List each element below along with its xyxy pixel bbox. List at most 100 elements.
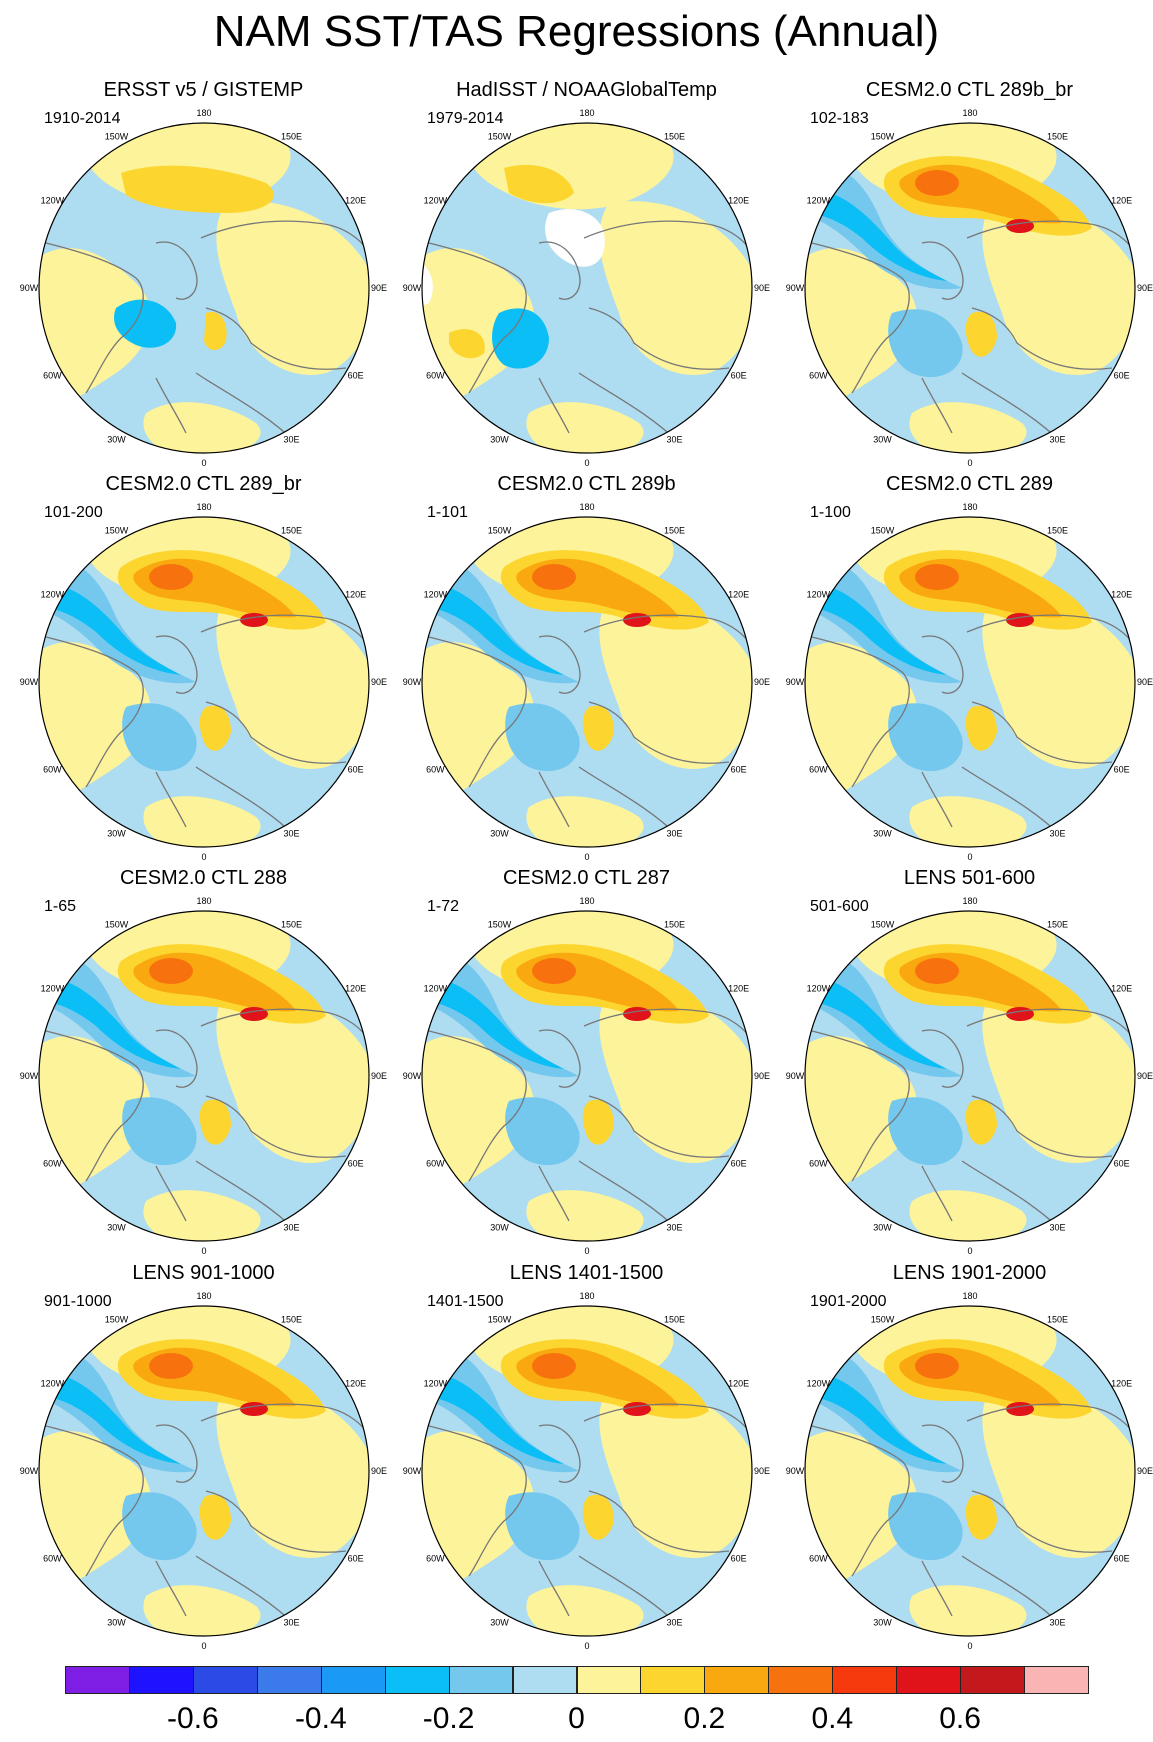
coastline — [588, 307, 730, 370]
coastline — [155, 1560, 187, 1617]
longitude-label: 90W — [403, 677, 422, 687]
field-region — [909, 1190, 1027, 1241]
panel-title: LENS 901-1000 — [132, 1262, 275, 1284]
panel-period: 102-183 — [810, 110, 869, 127]
field-region — [532, 564, 576, 590]
coastline — [155, 241, 198, 300]
field-region — [39, 978, 181, 1069]
coastline — [921, 377, 953, 434]
longitude-label: 60E — [1114, 371, 1130, 381]
field-region — [805, 584, 947, 675]
map-boundary — [38, 122, 370, 454]
field-region — [888, 703, 963, 772]
field-region — [965, 1099, 997, 1145]
map-panel: LENS 1901-2000 180 150E 120E 90E 60E 30E 0 30W 60… — [778, 1261, 1153, 1656]
coastline — [155, 771, 187, 828]
longitude-label: 0 — [584, 458, 589, 468]
longitude-label: 90E — [371, 1466, 387, 1476]
field-region — [422, 584, 564, 675]
field-region — [121, 165, 274, 213]
longitude-label: 0 — [201, 458, 206, 468]
field-region — [888, 309, 963, 378]
longitude-label: 180 — [196, 896, 211, 906]
field-region — [492, 308, 549, 369]
map-panel: CESM2.0 CTL 289b 180 150E 120E 90E 60E 30E 0 30W… — [395, 472, 778, 867]
field-region — [122, 703, 197, 772]
map-field — [39, 1306, 369, 1636]
map-boundary — [804, 1305, 1136, 1637]
coastline — [921, 635, 964, 694]
field-region — [39, 1373, 181, 1464]
longitude-label: 90W — [20, 1071, 39, 1081]
coastline — [155, 377, 187, 434]
field-region — [114, 299, 177, 348]
coastline — [45, 1425, 144, 1577]
panel-title: HadISST / NOAAGlobalTemp — [456, 79, 717, 101]
map-boundary — [38, 910, 370, 1242]
coastline — [538, 635, 581, 694]
longitude-label: 0 — [967, 852, 972, 862]
longitude-label: 150E — [281, 525, 302, 535]
coastline — [200, 1008, 369, 1047]
longitude-label: 90E — [1137, 283, 1153, 293]
panel-period: 1401-1500 — [427, 1293, 504, 1310]
coastlines — [428, 614, 752, 838]
longitude-label: 30E — [1049, 1223, 1065, 1233]
longitude-labels: 180 150E 120E 90E 60E 30E 0 30W 60W 90W 120W 150W — [20, 1291, 387, 1651]
field-region — [982, 1384, 1135, 1558]
longitude-label: 0 — [201, 852, 206, 862]
map-boundary — [38, 1305, 370, 1637]
field-region — [915, 170, 959, 196]
panel-period: 1-101 — [427, 504, 468, 521]
coastline — [971, 701, 1113, 764]
longitude-label: 120W — [807, 590, 831, 600]
map-field — [422, 517, 752, 847]
coastlines — [428, 1403, 752, 1627]
field-region — [582, 1494, 614, 1540]
longitude-label: 30E — [1049, 829, 1065, 839]
field-region — [526, 1190, 644, 1241]
colorbar-swatch — [512, 1666, 578, 1694]
longitude-labels: 180 150E 120E 90E 60E 30E 0 30W 60W 90W 120W 150W — [20, 108, 387, 468]
coastline — [966, 1403, 1135, 1442]
field-region — [965, 705, 997, 751]
colorbar-swatch — [384, 1666, 450, 1694]
coastline — [45, 1030, 144, 1182]
longitude-label: 90W — [403, 1071, 422, 1081]
field-region — [532, 958, 576, 984]
longitude-label: 30E — [666, 1618, 682, 1628]
panel-title: CESM2.0 CTL 289 — [885, 473, 1054, 495]
longitude-label: 90W — [20, 677, 39, 687]
coastline — [588, 701, 730, 764]
field-region — [143, 1190, 261, 1241]
field-region — [982, 201, 1135, 375]
longitude-label: 0 — [967, 1641, 972, 1651]
longitude-label: 0 — [584, 1641, 589, 1651]
field-region — [909, 402, 1027, 453]
longitude-label: 30E — [283, 1223, 299, 1233]
longitude-label: 60W — [809, 1554, 828, 1564]
longitude-label: 60W — [43, 1159, 62, 1169]
panel-title: CESM2.0 CTL 289b — [497, 473, 676, 495]
map-field — [422, 1306, 752, 1636]
field-region — [805, 190, 947, 281]
field-region — [915, 1353, 959, 1379]
coastline — [921, 771, 953, 828]
longitude-label: 30W — [873, 1618, 892, 1628]
coastline — [971, 307, 1113, 370]
longitude-labels: 180 150E 120E 90E 60E 30E 0 30W 60W 90W 120W 150W — [786, 502, 1153, 862]
longitude-label: 150E — [281, 919, 302, 929]
coastline — [583, 614, 752, 653]
polar-map: 180 150E 120E 90E 60E 30E 0 30W 60W 90W 120W 150W — [403, 1291, 770, 1651]
coastline — [538, 241, 581, 300]
polar-map: 180 150E 120E 90E 60E 30E 0 30W 60W 90W 120W 150W — [20, 502, 387, 862]
longitude-label: 90W — [786, 1071, 805, 1081]
longitude-label: 180 — [196, 108, 211, 118]
field-region — [199, 705, 231, 751]
panel-period: 1979-2014 — [427, 110, 504, 127]
longitude-label: 90W — [403, 283, 422, 293]
coastline — [583, 1008, 752, 1047]
longitude-label: 60E — [348, 1159, 364, 1169]
longitude-labels: 180 150E 120E 90E 60E 30E 0 30W 60W 90W 120W 150W — [403, 108, 770, 468]
field-region — [122, 1097, 197, 1166]
